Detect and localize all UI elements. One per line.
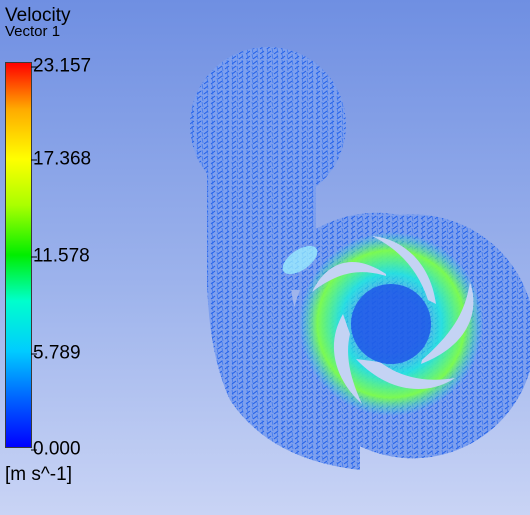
tongue-jet-region: [282, 245, 318, 275]
legend-units: [m s^-1]: [5, 464, 72, 485]
impeller-blades: [312, 236, 474, 404]
legend-tick-3: 11.578: [31, 245, 90, 267]
color-scale-bar: [5, 62, 32, 448]
legend-tick-2: 17.368: [30, 148, 92, 170]
impeller-hub: [351, 284, 431, 364]
legend-subtitle: Vector 1: [5, 23, 61, 40]
legend-tick-min: 0.000: [31, 438, 81, 460]
legend-tick-max: 23.157: [30, 55, 92, 77]
legend-tick-4: 5.789: [31, 342, 81, 364]
legend-title-text: Velocity: [5, 5, 71, 26]
legend-title: Velocity Vector 1: [5, 5, 71, 40]
